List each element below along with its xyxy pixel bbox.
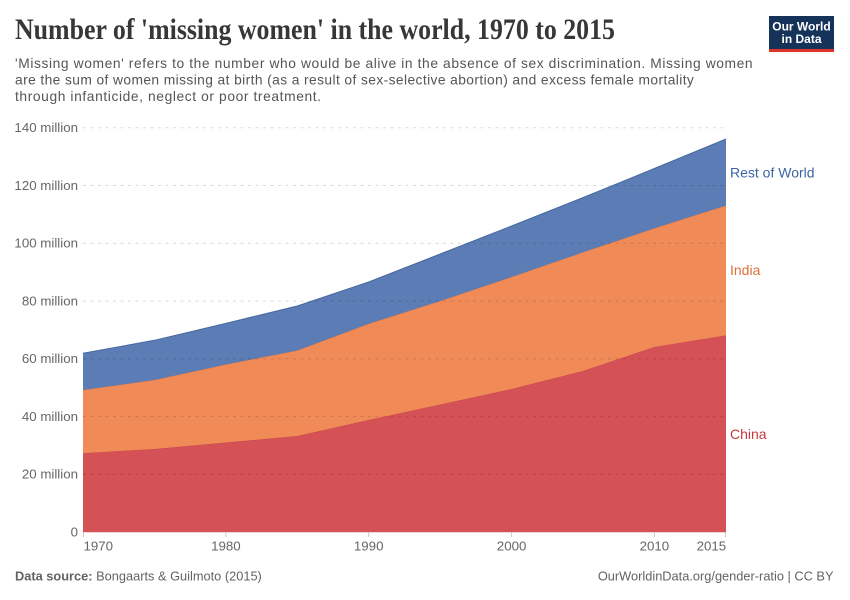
svg-text:China: China xyxy=(730,426,767,442)
svg-text:80 million: 80 million xyxy=(22,293,78,308)
svg-text:140 million: 140 million xyxy=(14,120,78,135)
svg-text:20 million: 20 million xyxy=(22,467,78,482)
svg-text:2010: 2010 xyxy=(640,539,670,554)
svg-text:40 million: 40 million xyxy=(22,409,78,424)
svg-text:Rest of World: Rest of World xyxy=(730,165,815,181)
svg-text:are the sum of women missing a: are the sum of women missing at birth (a… xyxy=(15,73,694,88)
svg-text:0: 0 xyxy=(71,525,78,540)
svg-text:Data source: Bongaarts & Guilm: Data source: Bongaarts & Guilmoto (2015) xyxy=(15,569,262,584)
svg-text:1980: 1980 xyxy=(211,539,241,554)
svg-text:India: India xyxy=(730,262,761,278)
svg-text:OurWorldinData.org/gender-rati: OurWorldinData.org/gender-ratio | CC BY xyxy=(598,569,834,584)
svg-text:1990: 1990 xyxy=(354,539,384,554)
svg-text:2000: 2000 xyxy=(497,539,527,554)
svg-text:'Missing women' refers to the: 'Missing women' refers to the number who… xyxy=(15,56,753,71)
svg-text:60 million: 60 million xyxy=(22,351,78,366)
svg-text:100 million: 100 million xyxy=(14,236,78,251)
svg-text:2015: 2015 xyxy=(697,539,727,554)
svg-text:120 million: 120 million xyxy=(14,178,78,193)
svg-text:Number of 'missing women' in t: Number of 'missing women' in the world, … xyxy=(15,13,615,46)
svg-text:in Data: in Data xyxy=(781,32,821,46)
svg-text:through infanticide, neglect o: through infanticide, neglect or poor tre… xyxy=(15,89,322,104)
svg-text:1970: 1970 xyxy=(84,539,114,554)
svg-text:Our World: Our World xyxy=(772,20,830,34)
